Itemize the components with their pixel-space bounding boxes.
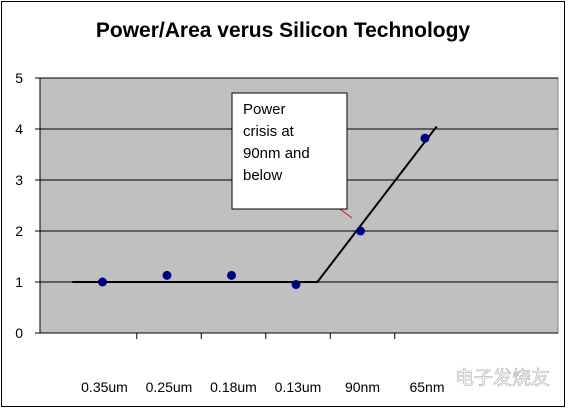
data-point (227, 270, 236, 280)
x-tick-label: 0.25um (146, 379, 193, 395)
data-points (98, 133, 430, 290)
annotation-line: Power (243, 101, 286, 118)
data-point (356, 226, 365, 236)
x-tick-label: 0.18um (210, 379, 257, 395)
data-point (162, 270, 172, 280)
y-axis-ticks: 0 1 2 3 4 5 (15, 70, 40, 341)
annotation-text: Power crisis at 90nm and below (243, 101, 310, 184)
x-tick-label: 0.13um (275, 379, 322, 395)
x-axis-ticks: 0.35um 0.25um 0.18um 0.13um 90nm 65nm (81, 333, 445, 395)
x-tick-label: 90nm (345, 379, 380, 395)
trend-line-path (72, 125, 438, 283)
y-tick-label: 4 (15, 121, 23, 137)
annotation-line: crisis at (243, 123, 295, 140)
annotation-callout: Power crisis at 90nm and below (231, 92, 353, 219)
y-tick-label: 1 (15, 274, 23, 290)
annotation-box (231, 92, 348, 210)
x-tick-label: 65nm (409, 379, 444, 395)
data-point (291, 280, 301, 290)
axes (39, 78, 558, 334)
data-point (420, 133, 430, 143)
y-tick-label: 0 (15, 325, 23, 341)
y-tick-label: 5 (15, 70, 23, 86)
y-tick-label: 3 (15, 172, 23, 188)
annotation-line: below (243, 167, 282, 184)
y-tick-label: 2 (15, 223, 23, 239)
data-point (98, 277, 107, 287)
chart-title: Power/Area verus Silicon Technology (96, 19, 471, 42)
x-tick-label: 0.35um (81, 379, 128, 395)
annotation-line: 90nm and (243, 145, 310, 162)
watermark: 电子发烧友 (455, 367, 550, 389)
trend-line (72, 125, 438, 283)
